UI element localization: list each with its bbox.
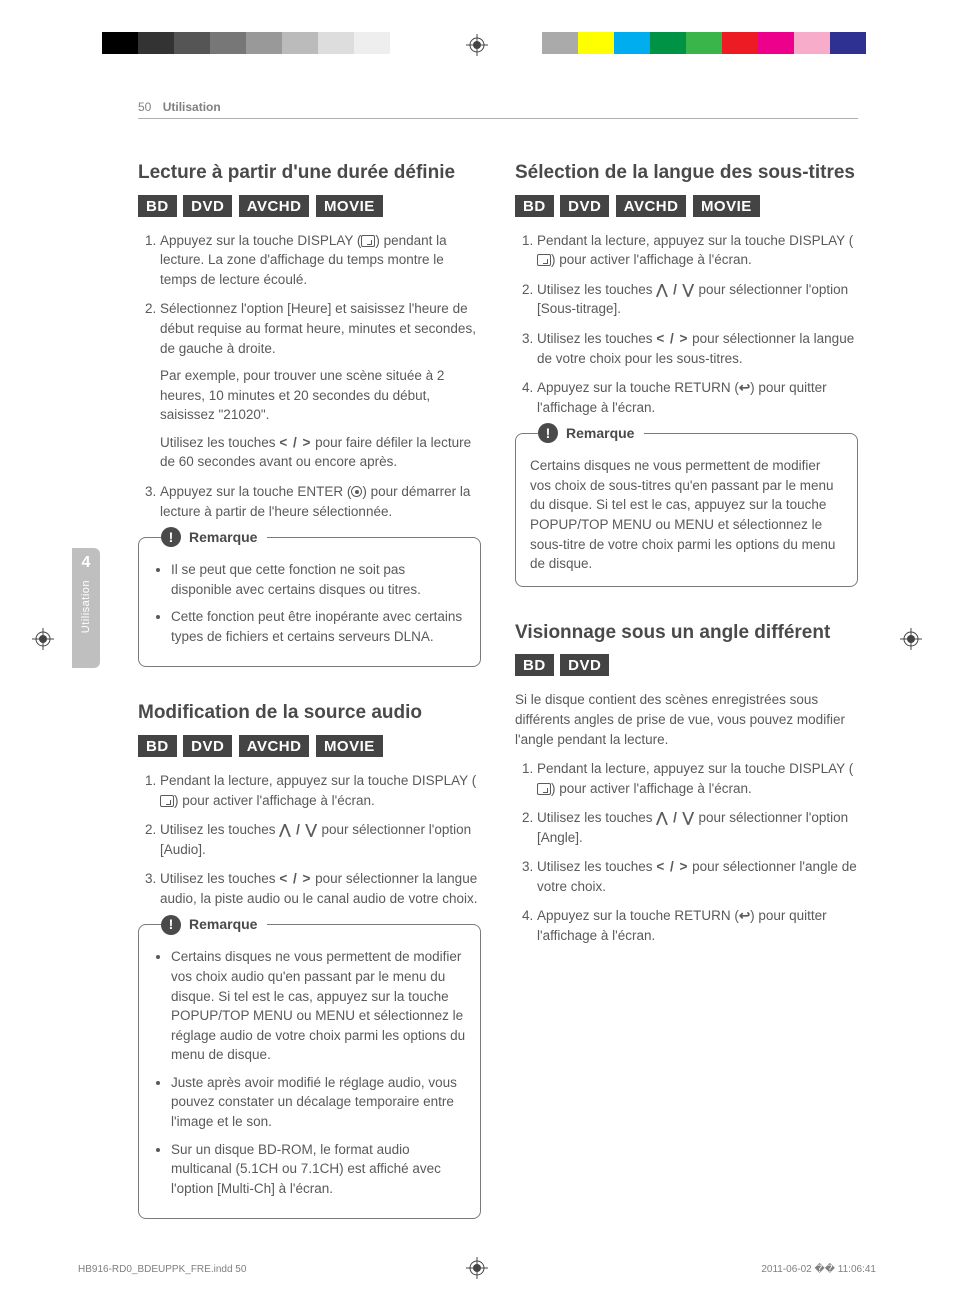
- color-calibration-bar: [542, 32, 866, 54]
- page-content: 50 Utilisation Lecture à partir d'une du…: [138, 100, 858, 1253]
- footer-timestamp: 2011-06-02 �� 11:06:41: [761, 1264, 876, 1275]
- left-right-icon: < / >: [279, 435, 311, 450]
- left-column: Lecture à partir d'une durée définie BD …: [138, 161, 481, 1253]
- steps-list: Pendant la lecture, appuyez sur la touch…: [515, 231, 858, 418]
- format-badges: BD DVD AVCHD MOVIE: [138, 195, 481, 217]
- note-item: Certains disques ne vous permettent de m…: [171, 947, 466, 1064]
- section-viewing-angle: Visionnage sous un angle différent BD DV…: [515, 621, 858, 946]
- note-box: ! Remarque Il se peut que cette fonction…: [138, 537, 481, 667]
- badge-movie: MOVIE: [316, 735, 383, 757]
- section-subtitle-language: Sélection de la langue des sous-titres B…: [515, 161, 858, 587]
- badge-bd: BD: [515, 654, 554, 676]
- steps-list: Appuyez sur la touche DISPLAY () pendant…: [138, 231, 481, 521]
- format-badges: BD DVD: [515, 654, 858, 676]
- up-down-icon: ⋀ / ⋁: [279, 822, 317, 837]
- note-box: ! Remarque Certains disques ne vous perm…: [515, 433, 858, 586]
- badge-bd: BD: [515, 195, 554, 217]
- chapter-name: Utilisation: [163, 100, 221, 114]
- registration-mark-icon: [32, 628, 54, 650]
- display-icon: [537, 254, 551, 266]
- note-item: Il se peut que cette fonction ne soit pa…: [171, 560, 466, 599]
- note-item: Sur un disque BD-ROM, le format audio mu…: [171, 1140, 466, 1199]
- up-down-icon: ⋀ / ⋁: [656, 282, 694, 297]
- note-title: ! Remarque: [161, 527, 267, 547]
- badge-bd: BD: [138, 735, 177, 757]
- step: Appuyez sur la touche ENTER () pour déma…: [160, 482, 481, 521]
- badge-avchd: AVCHD: [239, 195, 310, 217]
- enter-icon: [351, 486, 362, 497]
- return-icon: ↩: [739, 380, 750, 395]
- step: Utilisez les touches ⋀ / ⋁ pour sélectio…: [537, 280, 858, 319]
- registration-mark-icon: [466, 34, 488, 56]
- chapter-number: 4: [72, 554, 100, 572]
- left-right-icon: < / >: [279, 871, 311, 886]
- badge-movie: MOVIE: [316, 195, 383, 217]
- display-icon: [160, 795, 174, 807]
- format-badges: BD DVD AVCHD MOVIE: [515, 195, 858, 217]
- note-title: ! Remarque: [161, 914, 267, 934]
- right-column: Sélection de la langue des sous-titres B…: [515, 161, 858, 1253]
- intro-text: Si le disque contient des scènes enregis…: [515, 690, 858, 749]
- section-audio-source: Modification de la source audio BD DVD A…: [138, 701, 481, 1219]
- step: Utilisez les touches ⋀ / ⋁ pour sélectio…: [160, 820, 481, 859]
- note-item: Cette fonction peut être inopérante avec…: [171, 607, 466, 646]
- left-right-icon: < / >: [656, 859, 688, 874]
- badge-movie: MOVIE: [693, 195, 760, 217]
- step: Appuyez sur la touche DISPLAY () pendant…: [160, 231, 481, 290]
- format-badges: BD DVD AVCHD MOVIE: [138, 735, 481, 757]
- step: Appuyez sur la touche RETURN (↩) pour qu…: [537, 378, 858, 417]
- step: Pendant la lecture, appuyez sur la touch…: [537, 759, 858, 798]
- badge-avchd: AVCHD: [239, 735, 310, 757]
- step: Appuyez sur la touche RETURN (↩) pour qu…: [537, 906, 858, 945]
- step: Pendant la lecture, appuyez sur la touch…: [537, 231, 858, 270]
- note-box: ! Remarque Certains disques ne vous perm…: [138, 924, 481, 1219]
- step: Utilisez les touches < / > pour sélectio…: [537, 857, 858, 896]
- section-title: Sélection de la langue des sous-titres: [515, 161, 858, 185]
- section-title: Visionnage sous un angle différent: [515, 621, 858, 645]
- step: Utilisez les touches ⋀ / ⋁ pour sélectio…: [537, 808, 858, 847]
- step: Sélectionnez l'option [Heure] et saisiss…: [160, 299, 481, 472]
- page-number: 50: [138, 100, 151, 114]
- up-down-icon: ⋀ / ⋁: [656, 810, 694, 825]
- grayscale-calibration-bar: [102, 32, 390, 54]
- running-head: 50 Utilisation: [138, 100, 858, 119]
- badge-dvd: DVD: [183, 735, 232, 757]
- display-icon: [537, 783, 551, 795]
- steps-list: Pendant la lecture, appuyez sur la touch…: [515, 759, 858, 946]
- step: Utilisez les touches < / > pour sélectio…: [537, 329, 858, 368]
- step: Utilisez les touches < / > pour sélectio…: [160, 869, 481, 908]
- note-item: Juste après avoir modifié le réglage aud…: [171, 1073, 466, 1132]
- return-icon: ↩: [739, 908, 750, 923]
- note-text: Certains disques ne vous permettent de m…: [530, 456, 843, 573]
- badge-dvd: DVD: [560, 195, 609, 217]
- info-icon: !: [161, 527, 181, 547]
- info-icon: !: [538, 423, 558, 443]
- steps-list: Pendant la lecture, appuyez sur la touch…: [138, 771, 481, 908]
- print-footer: HB916-RD0_BDEUPPK_FRE.indd 50 2011-06-02…: [78, 1264, 876, 1275]
- badge-avchd: AVCHD: [616, 195, 687, 217]
- chapter-label: Utilisation: [80, 580, 92, 633]
- badge-bd: BD: [138, 195, 177, 217]
- note-title: ! Remarque: [538, 423, 644, 443]
- display-icon: [361, 235, 375, 247]
- badge-dvd: DVD: [183, 195, 232, 217]
- section-title: Modification de la source audio: [138, 701, 481, 725]
- badge-dvd: DVD: [560, 654, 609, 676]
- section-playback-from-time: Lecture à partir d'une durée définie BD …: [138, 161, 481, 667]
- section-title: Lecture à partir d'une durée définie: [138, 161, 481, 185]
- step: Pendant la lecture, appuyez sur la touch…: [160, 771, 481, 810]
- chapter-side-tab: 4 Utilisation: [72, 548, 100, 668]
- registration-mark-icon: [900, 628, 922, 650]
- left-right-icon: < / >: [656, 331, 688, 346]
- footer-filename: HB916-RD0_BDEUPPK_FRE.indd 50: [78, 1264, 246, 1275]
- info-icon: !: [161, 915, 181, 935]
